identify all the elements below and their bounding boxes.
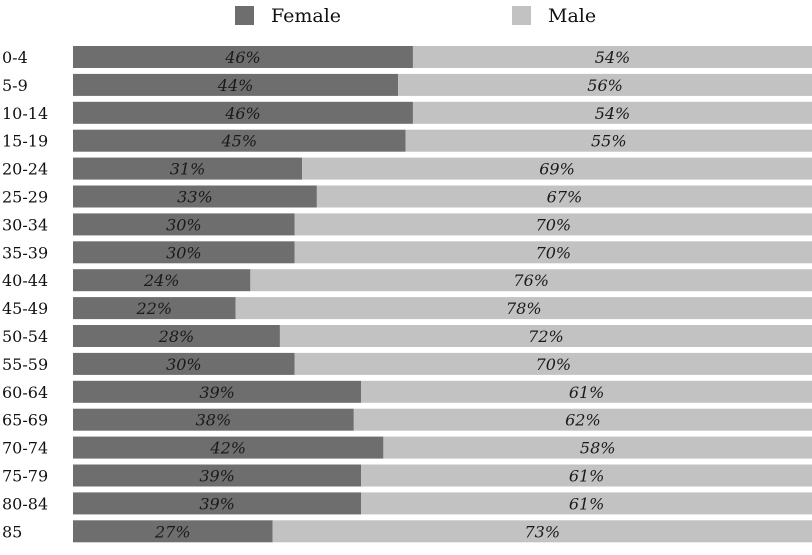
bar-female — [73, 436, 384, 459]
category-label: 10-14 — [2, 104, 48, 123]
value-label-male: 78% — [506, 299, 542, 318]
value-label-female: 45% — [220, 132, 257, 151]
category-label: 20-24 — [2, 160, 48, 179]
value-label-female: 30% — [166, 355, 202, 374]
bar-male — [294, 241, 812, 264]
value-label-male: 70% — [536, 355, 572, 374]
category-label: 85 — [2, 522, 22, 541]
value-label-male: 67% — [547, 188, 583, 207]
category-label: 25-29 — [2, 188, 48, 207]
category-label: 5-9 — [2, 76, 28, 95]
bar-male — [383, 436, 812, 459]
value-label-female: 39% — [199, 494, 235, 513]
bar-male — [250, 269, 812, 292]
bar-male — [272, 520, 812, 543]
value-label-male: 62% — [565, 411, 601, 430]
bar-female — [73, 101, 413, 124]
bar-male — [412, 46, 812, 68]
bar-female — [73, 464, 362, 487]
bar-female — [73, 297, 236, 320]
bar-male — [361, 492, 812, 515]
bars — [73, 46, 812, 543]
value-label-female: 46% — [224, 48, 261, 67]
value-label-female: 30% — [166, 215, 202, 234]
bar-female — [73, 185, 317, 208]
category-label: 50-54 — [2, 327, 48, 346]
value-label-female: 39% — [199, 383, 235, 402]
value-label-male: 69% — [539, 160, 575, 179]
value-label-female: 24% — [143, 271, 180, 290]
category-label: 40-44 — [2, 271, 48, 290]
bar-female — [73, 241, 295, 264]
bar-male — [353, 408, 812, 431]
value-label-female: 31% — [170, 160, 206, 179]
legend-label-female: Female — [271, 5, 341, 27]
category-label: 65-69 — [2, 411, 48, 430]
category-label: 70-74 — [2, 439, 48, 458]
category-label: 30-34 — [2, 215, 48, 234]
value-label-male: 58% — [580, 439, 616, 458]
bar-female — [73, 213, 295, 236]
bar-male — [361, 380, 812, 403]
bar-male — [405, 129, 812, 152]
category-label: 35-39 — [2, 243, 48, 262]
bar-female — [73, 129, 406, 152]
category-label: 60-64 — [2, 383, 48, 402]
value-label-male: 54% — [595, 48, 631, 67]
value-label-female: 27% — [154, 522, 191, 541]
bar-male — [361, 464, 812, 487]
value-label-female: 38% — [196, 411, 232, 430]
value-label-male: 61% — [569, 494, 605, 513]
value-label-male: 54% — [595, 104, 631, 123]
bar-female — [73, 408, 354, 431]
legend-swatch-female — [235, 6, 254, 25]
value-label-male: 56% — [587, 76, 623, 95]
bar-female — [73, 73, 399, 96]
bar-male — [235, 297, 812, 320]
category-label: 55-59 — [2, 355, 48, 374]
value-label-male: 55% — [591, 132, 627, 151]
bar-male — [302, 157, 812, 180]
bar-male — [294, 352, 812, 375]
value-labels: 46% 54% 44% 56% 46% 54% 45% 55% 31% 69% 33% 67% 30% 7… — [136, 48, 631, 541]
value-label-male: 70% — [536, 215, 572, 234]
bar-female — [73, 46, 413, 68]
value-label-female: 39% — [199, 467, 235, 486]
value-label-male: 61% — [569, 383, 605, 402]
category-label: 15-19 — [2, 132, 48, 151]
legend-label-male: Male — [548, 5, 596, 27]
value-label-female: 42% — [209, 439, 246, 458]
value-label-female: 33% — [177, 188, 213, 207]
legend: Female Male — [235, 5, 596, 27]
bar-female — [73, 157, 303, 180]
value-label-female: 22% — [136, 299, 173, 318]
category-labels: 0-4 5-9 10-14 15-19 20-24 25-29 30-34 35-39 40-4… — [2, 48, 48, 541]
value-label-female: 46% — [224, 104, 261, 123]
bar-male — [398, 73, 812, 96]
bar-male — [316, 185, 812, 208]
category-label: 80-84 — [2, 494, 48, 513]
bar-female — [73, 352, 295, 375]
bar-male — [412, 101, 812, 124]
category-label: 75-79 — [2, 467, 48, 486]
category-label: 45-49 — [2, 299, 48, 318]
value-label-female: 44% — [217, 76, 254, 95]
value-label-male: 76% — [513, 271, 549, 290]
value-label-male: 73% — [524, 522, 560, 541]
legend-swatch-male — [512, 6, 531, 25]
category-label: 0-4 — [2, 48, 28, 67]
value-label-female: 30% — [166, 243, 202, 262]
bar-female — [73, 380, 362, 403]
bar-female — [73, 325, 280, 347]
bar-female — [73, 269, 251, 292]
value-label-male: 72% — [528, 327, 564, 346]
bar-female — [73, 492, 362, 515]
bar-male — [294, 213, 812, 236]
value-label-male: 70% — [536, 243, 572, 262]
value-label-male: 61% — [569, 467, 605, 486]
bar-female — [73, 520, 273, 543]
value-label-female: 28% — [158, 327, 195, 346]
bar-male — [279, 325, 812, 347]
